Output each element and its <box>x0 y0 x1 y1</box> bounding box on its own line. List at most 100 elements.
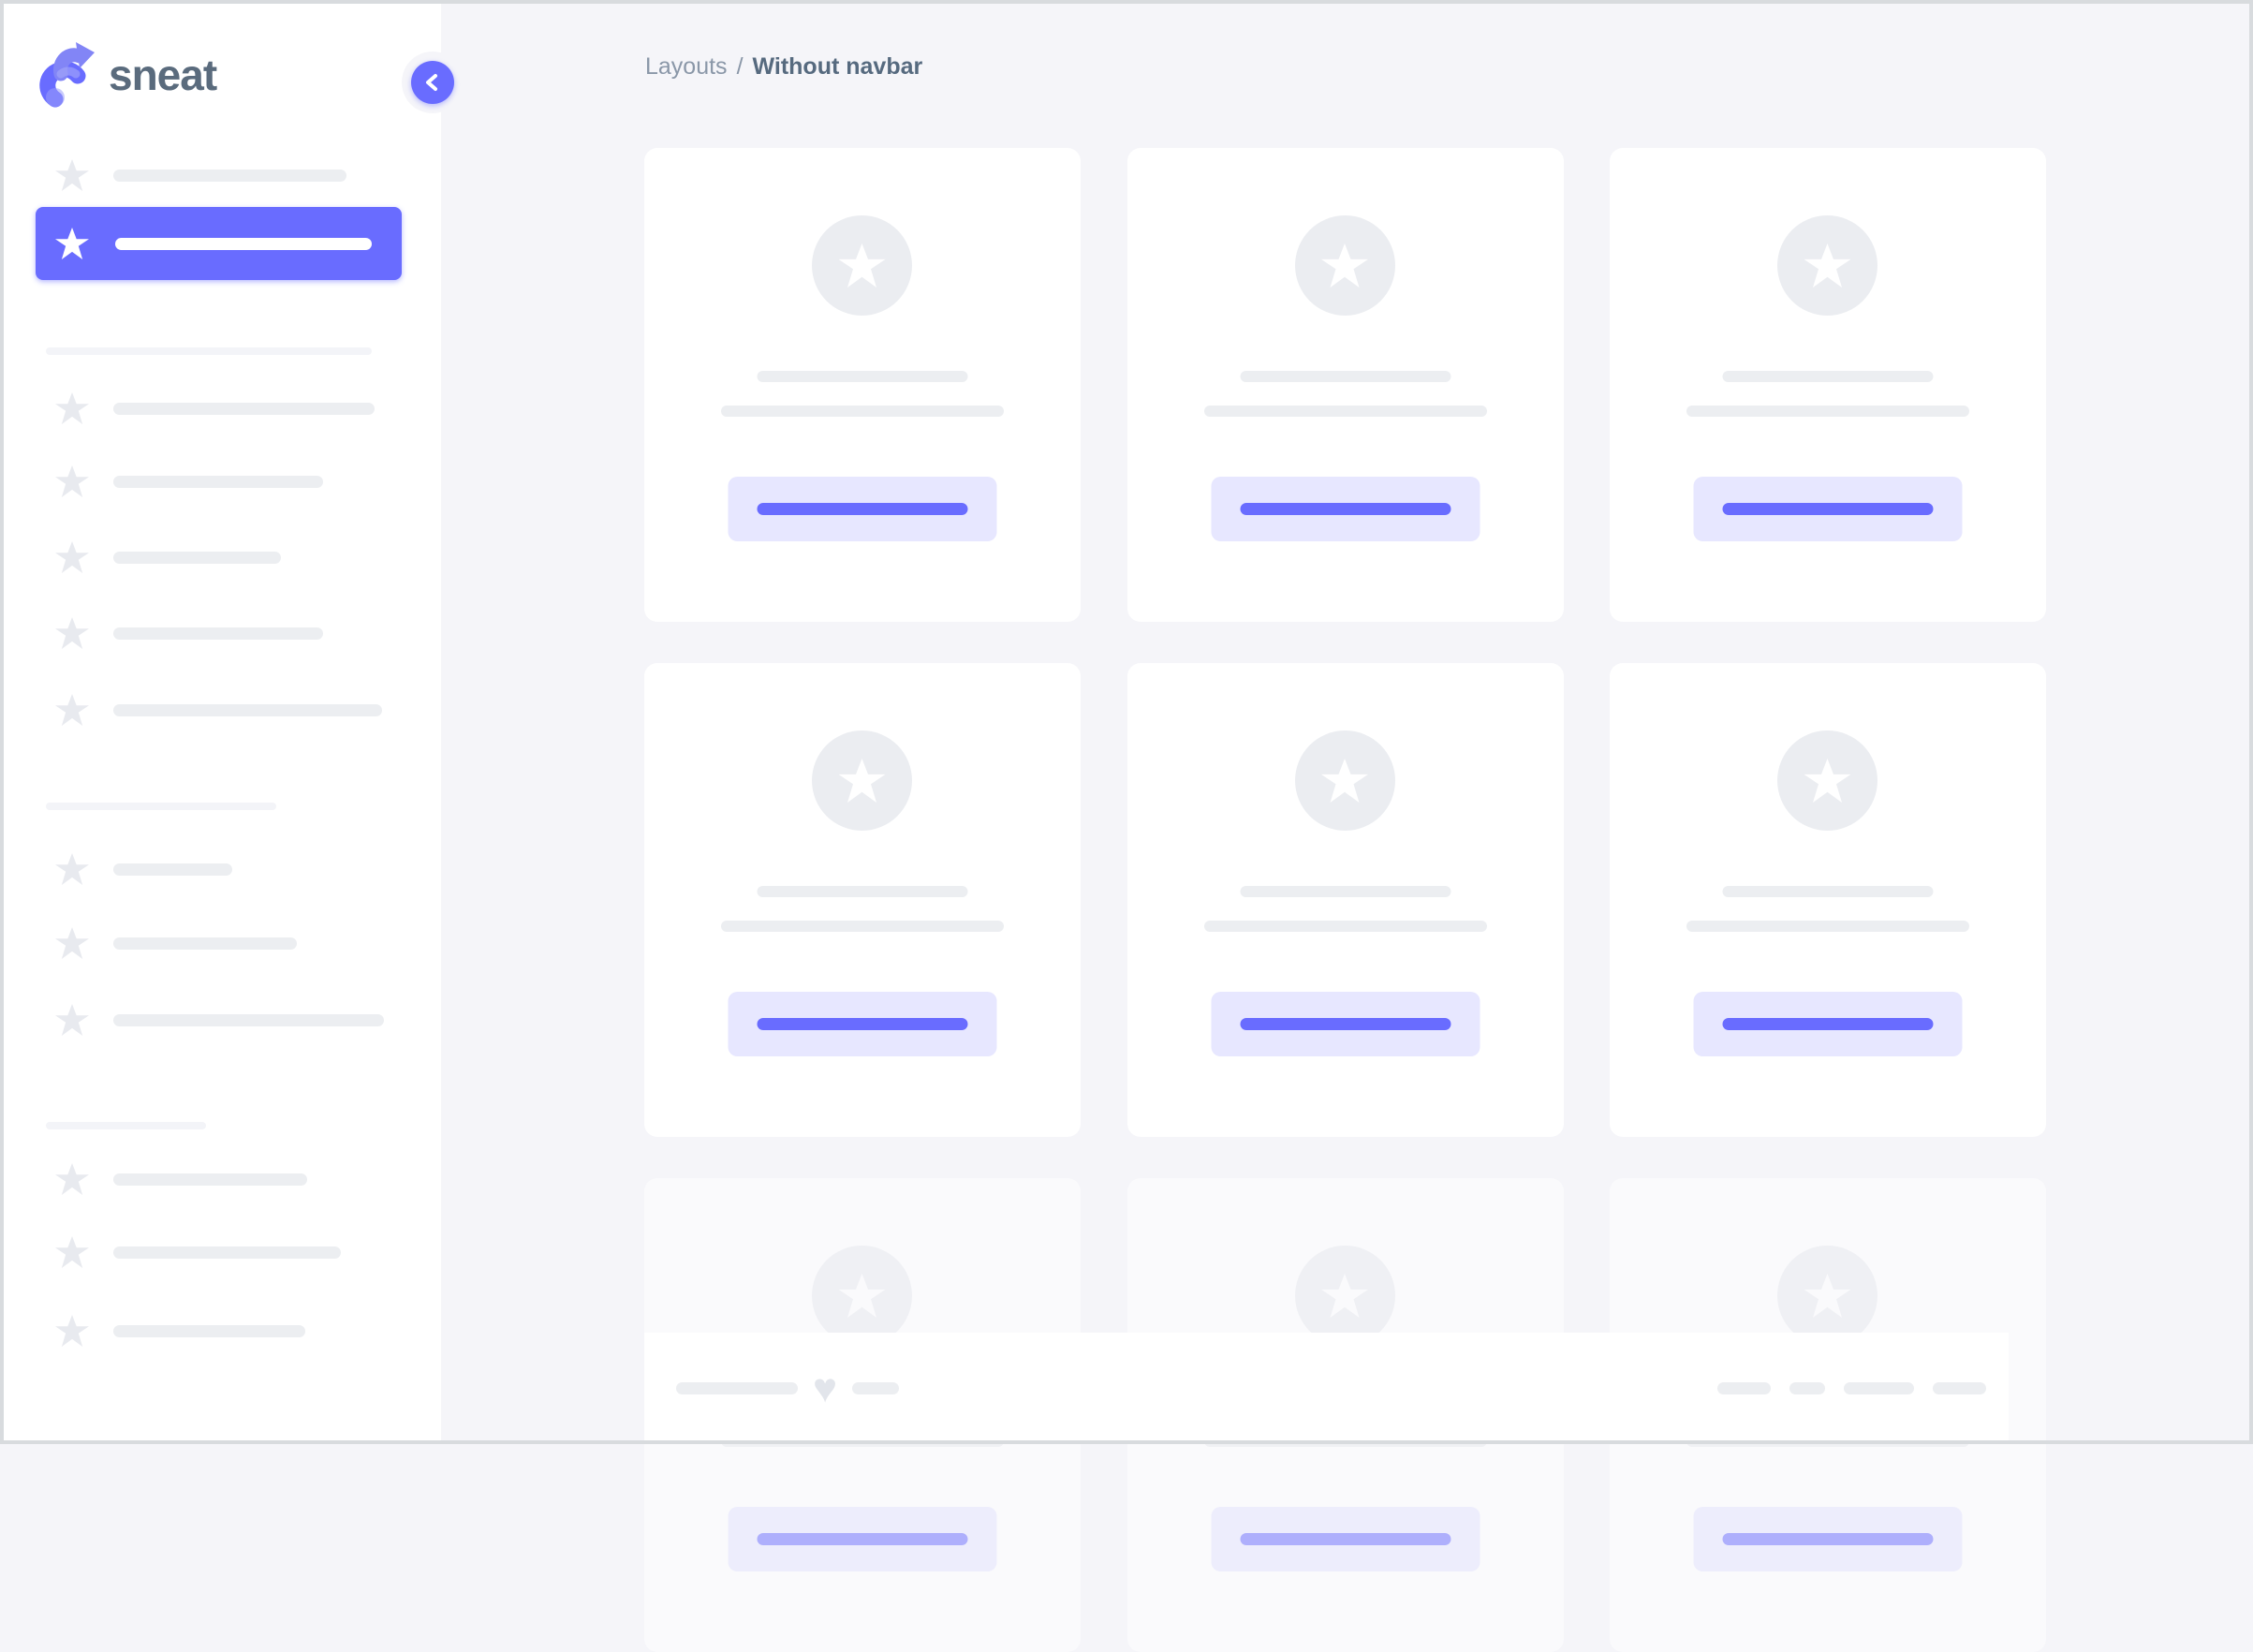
sidebar-menu-item[interactable] <box>55 391 375 425</box>
sidebar-section-header-skeleton <box>46 803 276 810</box>
skeleton-bar <box>113 169 346 182</box>
skeleton-line <box>1722 371 1934 382</box>
star-icon <box>1321 1274 1368 1318</box>
skeleton-line <box>721 406 1004 417</box>
sidebar-menu-item[interactable] <box>55 852 232 886</box>
chevron-left-icon <box>426 74 437 91</box>
sidebar-menu-item[interactable] <box>55 465 323 498</box>
placeholder-button[interactable] <box>1211 477 1480 541</box>
skeleton-bar <box>1722 1018 1934 1030</box>
sidebar-menu-item[interactable] <box>55 1235 341 1269</box>
footer-link-skeleton[interactable] <box>1844 1382 1914 1394</box>
placeholder-button[interactable] <box>1693 477 1963 541</box>
skeleton-bar <box>1722 1533 1934 1545</box>
skeleton-line <box>1203 406 1487 417</box>
star-icon <box>55 617 89 649</box>
skeleton-line <box>1240 371 1450 382</box>
star-icon <box>55 1163 89 1195</box>
star-icon <box>1804 243 1851 288</box>
skeleton-bar <box>113 863 232 876</box>
app-logo[interactable]: sneat <box>39 39 217 111</box>
sidebar-toggle-halo <box>402 52 464 113</box>
sidebar-section-header-skeleton <box>46 347 372 355</box>
star-icon <box>55 927 89 959</box>
sidebar-menu-item[interactable] <box>55 926 297 960</box>
skeleton-line <box>757 886 968 897</box>
star-icon <box>55 694 89 726</box>
star-avatar <box>1294 730 1395 831</box>
sidebar-collapse-button[interactable] <box>411 61 454 104</box>
skeleton-bar <box>113 1324 305 1337</box>
app-name: sneat <box>109 51 217 99</box>
star-icon <box>1321 243 1368 288</box>
breadcrumb-current: Without navbar <box>752 53 923 80</box>
skeleton-bar <box>113 1246 341 1259</box>
placeholder-button[interactable] <box>1211 1507 1480 1571</box>
star-icon <box>55 392 89 424</box>
footer-link-skeleton[interactable] <box>1717 1382 1771 1394</box>
skeleton-bar <box>113 475 323 488</box>
star-avatar <box>812 1246 912 1346</box>
placeholder-button[interactable] <box>1693 1507 1963 1571</box>
app-window: sneat <box>0 0 2253 1545</box>
skeleton-bar <box>113 1173 307 1186</box>
skeleton-bar <box>757 1018 968 1030</box>
star-avatar <box>1777 1246 1878 1346</box>
placeholder-card <box>1610 663 2046 1137</box>
sidebar-menu-item[interactable] <box>55 1314 305 1348</box>
skeleton-bar <box>1240 1018 1450 1030</box>
sidebar-section-header-skeleton <box>46 1122 206 1129</box>
placeholder-button[interactable] <box>728 992 997 1056</box>
skeleton-bar <box>113 627 323 640</box>
star-icon <box>55 1004 89 1036</box>
star-avatar <box>812 215 912 316</box>
sidebar-menu-item[interactable] <box>55 616 323 650</box>
star-icon <box>838 243 886 288</box>
star-icon <box>55 228 89 259</box>
skeleton-line <box>757 371 968 382</box>
breadcrumb: Layouts / Without navbar <box>645 53 922 81</box>
skeleton-bar <box>113 1013 384 1026</box>
star-icon <box>55 1315 89 1347</box>
footer-link-skeleton[interactable] <box>1789 1382 1825 1394</box>
skeleton-bar <box>1240 1533 1450 1545</box>
placeholder-card <box>1610 148 2046 622</box>
star-avatar <box>1777 215 1878 316</box>
skeleton-bar <box>113 551 281 564</box>
placeholder-button[interactable] <box>728 1507 997 1571</box>
footer-link-skeleton[interactable] <box>1933 1382 1986 1394</box>
skeleton-bar <box>1722 503 1934 515</box>
skeleton-bar <box>113 402 375 415</box>
placeholder-card <box>644 148 1081 622</box>
star-icon <box>1321 759 1368 803</box>
footer-left: ♥ <box>676 1364 900 1411</box>
skeleton-bar <box>676 1382 798 1394</box>
sidebar-menu-item[interactable] <box>55 540 281 574</box>
sneat-logo-icon <box>39 42 95 108</box>
skeleton-line <box>1203 921 1487 932</box>
star-icon <box>1804 759 1851 803</box>
placeholder-card <box>644 663 1081 1137</box>
breadcrumb-parent[interactable]: Layouts <box>645 53 728 80</box>
skeleton-bar <box>1240 503 1450 515</box>
placeholder-card <box>1126 148 1564 622</box>
skeleton-line <box>1240 886 1450 897</box>
sidebar-menu-item[interactable] <box>55 693 382 727</box>
sidebar-menu-item[interactable] <box>55 1003 384 1037</box>
sidebar-menu-item-active[interactable] <box>36 207 402 280</box>
star-avatar <box>1294 215 1395 316</box>
star-icon <box>838 759 886 803</box>
content-footer: ♥ <box>644 1333 2009 1444</box>
placeholder-button[interactable] <box>728 477 997 541</box>
sidebar-menu-item[interactable] <box>55 158 346 192</box>
star-avatar <box>1777 730 1878 831</box>
star-icon <box>1804 1274 1851 1318</box>
placeholder-button[interactable] <box>1211 992 1480 1056</box>
skeleton-bar <box>852 1382 900 1394</box>
breadcrumb-separator: / <box>736 53 744 80</box>
placeholder-button[interactable] <box>1693 992 1963 1056</box>
sidebar-menu-item[interactable] <box>55 1162 307 1196</box>
skeleton-line <box>721 921 1004 932</box>
heart-icon: ♥ <box>813 1364 838 1411</box>
skeleton-bar <box>113 937 297 950</box>
